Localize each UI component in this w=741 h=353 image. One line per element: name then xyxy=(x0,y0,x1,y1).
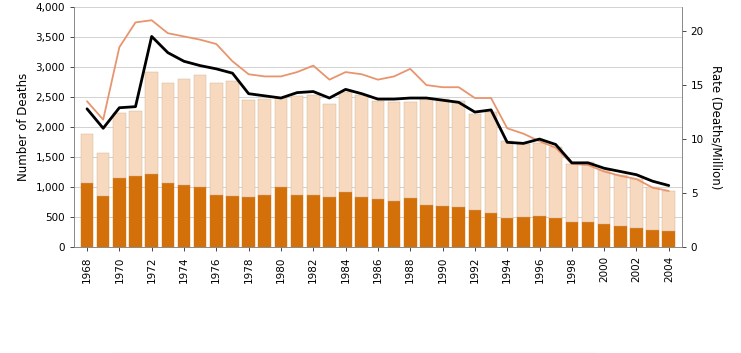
Bar xyxy=(129,112,142,176)
Bar xyxy=(371,101,385,199)
Bar xyxy=(113,178,126,247)
Bar xyxy=(582,162,594,222)
Bar xyxy=(468,210,481,247)
Bar xyxy=(194,75,207,187)
Bar xyxy=(598,224,611,247)
Bar xyxy=(145,174,158,247)
Bar xyxy=(453,207,465,247)
Bar xyxy=(549,148,562,218)
Bar xyxy=(242,100,255,197)
Bar xyxy=(565,222,578,247)
Bar xyxy=(534,216,546,247)
Bar xyxy=(485,213,497,247)
Bar xyxy=(453,101,465,207)
Bar xyxy=(662,231,675,247)
Bar xyxy=(178,79,190,185)
Bar xyxy=(582,222,594,247)
Bar xyxy=(259,100,271,195)
Bar xyxy=(323,197,336,247)
Bar xyxy=(356,197,368,247)
Bar xyxy=(339,192,352,247)
Bar xyxy=(646,230,659,247)
Bar xyxy=(614,175,627,226)
Bar xyxy=(290,195,303,247)
Y-axis label: Number of Deaths: Number of Deaths xyxy=(17,73,30,181)
Bar xyxy=(259,195,271,247)
Bar xyxy=(242,197,255,247)
Bar xyxy=(113,113,126,178)
Bar xyxy=(178,185,190,247)
Bar xyxy=(388,202,400,247)
Bar xyxy=(420,98,433,205)
Bar xyxy=(662,191,675,231)
Bar xyxy=(162,83,174,184)
Bar xyxy=(630,179,642,228)
Bar xyxy=(145,72,158,174)
Bar xyxy=(210,195,222,247)
Bar xyxy=(307,95,319,196)
Bar xyxy=(501,141,514,218)
Bar xyxy=(485,112,497,213)
Bar xyxy=(307,196,319,247)
Bar xyxy=(81,134,93,183)
Bar xyxy=(226,82,239,196)
Bar xyxy=(614,226,627,247)
Bar xyxy=(210,83,222,195)
Bar xyxy=(404,102,416,198)
Bar xyxy=(517,144,530,217)
Bar xyxy=(81,183,93,247)
Bar xyxy=(290,96,303,195)
Bar xyxy=(275,187,288,247)
Bar xyxy=(436,206,449,247)
Bar xyxy=(162,184,174,247)
Bar xyxy=(129,176,142,247)
Bar xyxy=(534,143,546,216)
Bar xyxy=(565,164,578,222)
Bar xyxy=(388,102,400,202)
Bar xyxy=(517,217,530,247)
Bar xyxy=(598,170,611,224)
Bar xyxy=(97,196,110,247)
Bar xyxy=(97,153,110,196)
Bar xyxy=(371,199,385,247)
Bar xyxy=(468,114,481,210)
Bar xyxy=(339,92,352,192)
Bar xyxy=(194,187,207,247)
Bar xyxy=(356,95,368,197)
Bar xyxy=(323,104,336,197)
Bar xyxy=(549,218,562,247)
Bar xyxy=(226,196,239,247)
Bar xyxy=(501,218,514,247)
Bar xyxy=(420,205,433,247)
Bar xyxy=(436,99,449,206)
Bar xyxy=(630,228,642,247)
Y-axis label: Rate (Deaths/Million): Rate (Deaths/Million) xyxy=(710,65,722,189)
Bar xyxy=(646,187,659,230)
Bar xyxy=(404,198,416,247)
Bar xyxy=(275,98,288,187)
